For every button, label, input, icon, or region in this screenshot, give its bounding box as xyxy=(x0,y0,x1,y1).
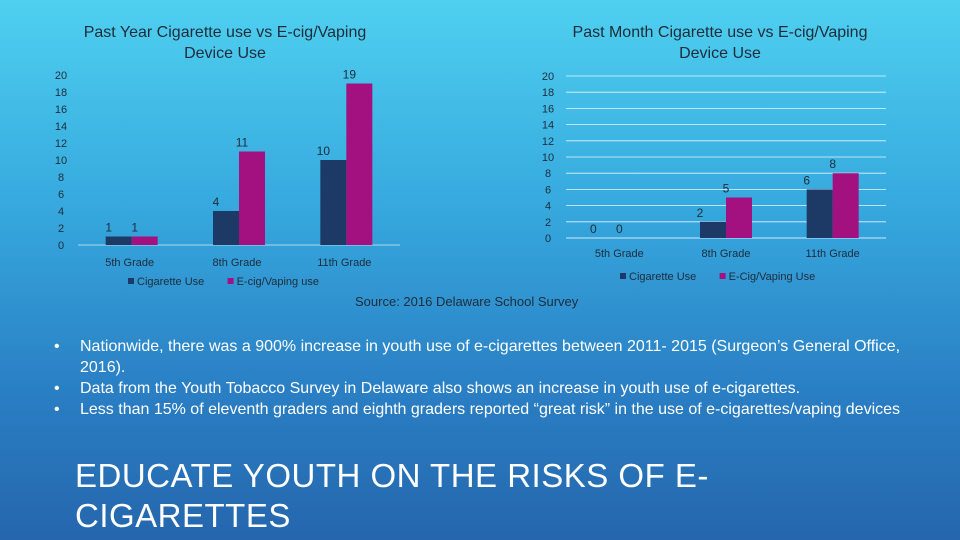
bullet-text: Data from the Youth Tobacco Survey in De… xyxy=(80,380,801,397)
y-tick-label: 8 xyxy=(58,172,64,184)
data-label: 1 xyxy=(105,221,112,235)
data-label: 6 xyxy=(803,173,810,187)
bar xyxy=(700,221,726,238)
y-tick-label: 16 xyxy=(55,104,67,116)
bar xyxy=(806,189,833,238)
y-tick-label: 4 xyxy=(545,201,551,213)
y-tick-label: 12 xyxy=(542,136,554,148)
bullet-text: Less than 15% of eleventh graders and ei… xyxy=(80,401,901,418)
bullet-list: • Nationwide, there was a 900% increase … xyxy=(50,336,910,420)
data-label: 8 xyxy=(829,157,836,171)
y-tick-label: 2 xyxy=(545,217,551,229)
legend-swatch xyxy=(227,278,234,284)
bullet-marker: • xyxy=(54,401,60,418)
data-label: 10 xyxy=(317,144,331,158)
legend-label: Cigarette Use xyxy=(137,276,204,288)
y-tick-label: 4 xyxy=(58,206,64,218)
y-tick-label: 10 xyxy=(55,155,67,167)
data-label: 5 xyxy=(723,182,730,196)
bar xyxy=(213,211,239,245)
bullet-item: • Nationwide, there was a 900% increase … xyxy=(50,336,910,378)
bar xyxy=(105,236,132,245)
category-label: 11th Grade xyxy=(317,257,371,269)
bar xyxy=(726,197,752,238)
legend-swatch xyxy=(128,278,134,284)
y-tick-label: 14 xyxy=(55,121,67,133)
bar xyxy=(239,151,265,245)
bullet-item: • Less than 15% of eleventh graders and … xyxy=(50,399,910,420)
y-tick-label: 0 xyxy=(58,240,64,252)
data-label: 1 xyxy=(131,221,138,235)
y-tick-label: 6 xyxy=(58,189,64,201)
y-tick-label: 12 xyxy=(55,138,67,150)
bullet-marker: • xyxy=(54,380,60,397)
y-tick-label: 6 xyxy=(545,184,551,196)
y-tick-label: 16 xyxy=(542,103,554,115)
y-tick-label: 18 xyxy=(55,87,67,99)
legend-label: E-Cig/Vaping Use xyxy=(729,271,816,283)
y-tick-label: 14 xyxy=(542,120,554,132)
legend-label: E-cig/Vaping use xyxy=(237,276,319,288)
y-tick-label: 18 xyxy=(542,87,554,99)
data-label: 11 xyxy=(236,136,249,150)
bar xyxy=(346,83,373,245)
bullet-marker: • xyxy=(54,338,60,355)
bullet-text: Nationwide, there was a 900% increase in… xyxy=(80,338,901,376)
data-label: 19 xyxy=(343,68,357,82)
data-label: 2 xyxy=(697,206,704,220)
bar xyxy=(320,160,347,245)
legend-label: Cigarette Use xyxy=(629,271,696,283)
source-note: Source: 2016 Delaware School Survey xyxy=(355,294,579,309)
category-label: 5th Grade xyxy=(595,248,644,260)
legend-swatch xyxy=(620,273,626,279)
y-tick-label: 8 xyxy=(545,168,551,180)
chart-title-past-month: Past Month Cigarette use vs E-cig/Vaping… xyxy=(572,24,868,62)
category-label: 8th Grade xyxy=(213,257,262,269)
bar xyxy=(131,236,158,245)
y-tick-label: 2 xyxy=(58,223,64,235)
category-label: 11th Grade xyxy=(806,248,860,260)
category-label: 5th Grade xyxy=(105,257,154,269)
data-label: 0 xyxy=(590,222,597,236)
y-tick-label: 10 xyxy=(542,152,554,164)
headline: EDUCATE YOUTH ON THE RISKS OF E-CIGARETT… xyxy=(75,457,709,534)
y-tick-label: 20 xyxy=(55,70,67,82)
data-label: 0 xyxy=(616,222,623,236)
bar xyxy=(832,173,859,238)
data-label: 4 xyxy=(213,195,220,209)
legend-swatch xyxy=(719,273,726,279)
category-label: 8th Grade xyxy=(702,248,751,260)
bullet-item: • Data from the Youth Tobacco Survey in … xyxy=(50,378,910,399)
y-tick-label: 20 xyxy=(542,71,554,83)
y-tick-label: 0 xyxy=(545,233,551,245)
chart-title-past-year: Past Year Cigarette use vs E-cig/Vaping … xyxy=(83,24,367,62)
